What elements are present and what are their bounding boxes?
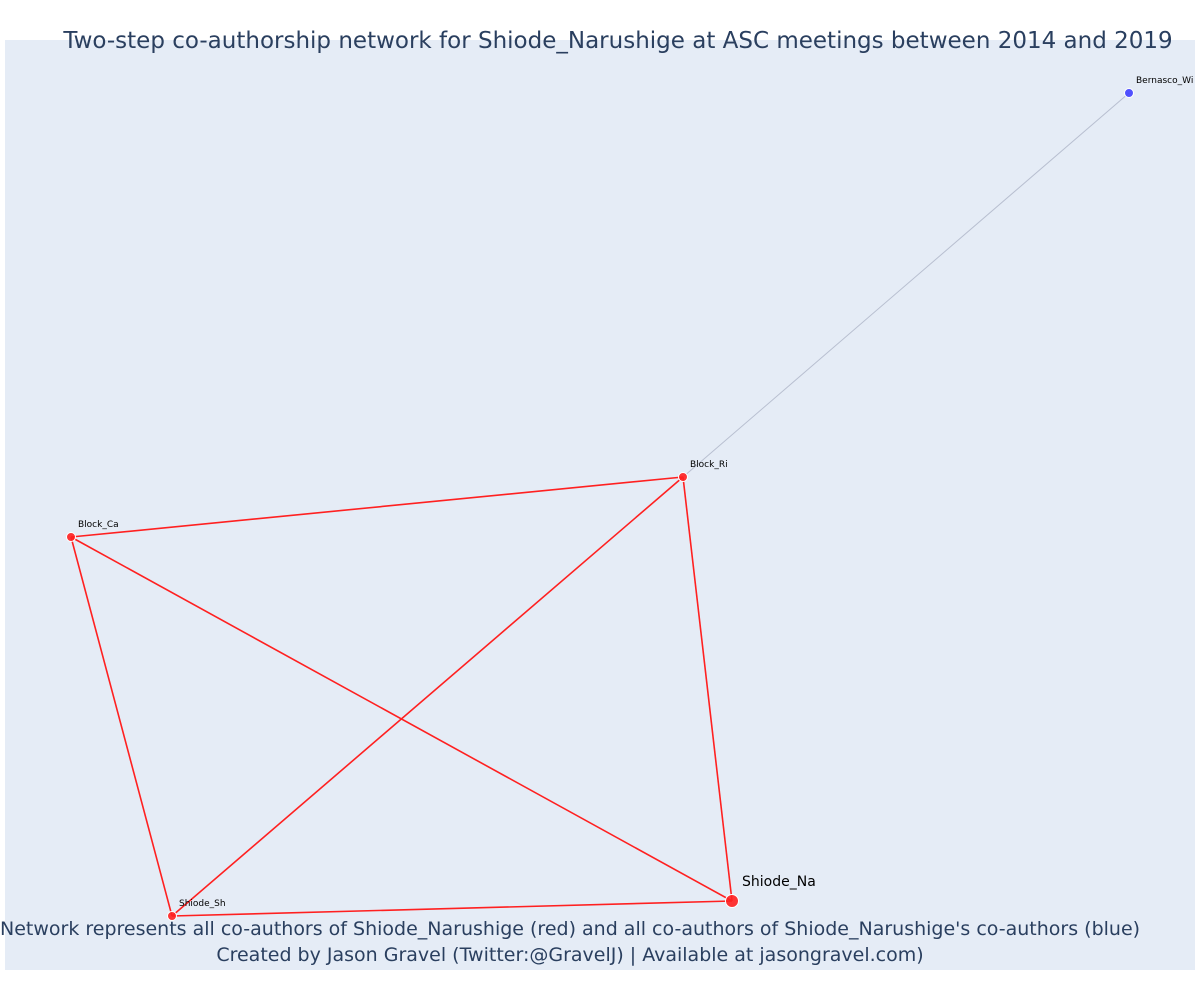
edge-Shiode_Sh-Block_Ri (171, 476, 684, 917)
edge-Block_Ri-Bernasco_Wi (682, 92, 1130, 478)
caption-line-1: Network represents all co-authors of Shi… (0, 918, 1141, 940)
node-Bernasco_Wi[interactable] (1124, 88, 1134, 98)
node-Shiode_Sh[interactable] (167, 911, 177, 921)
node-label-Block_Ri: Block_Ri (690, 460, 728, 470)
node-Block_Ri[interactable] (678, 472, 688, 482)
chart-title: Two-step co-authorship network for Shiod… (63, 28, 1173, 54)
labels-layer: Bernasco_Wi Block_Ri Block_Ca Shiode_Na Shio… (78, 76, 1193, 909)
caption-line-2: Created by Jason Gravel (Twitter:@Gravel… (216, 944, 924, 966)
node-Shiode_Na[interactable] (725, 894, 739, 908)
edge-Block_Ca-Shiode_Sh (70, 536, 173, 917)
node-label-Block_Ca: Block_Ca (78, 520, 119, 530)
node-label-Bernasco_Wi: Bernasco_Wi (1136, 76, 1193, 86)
node-label-Shiode_Sh: Shiode_Sh (179, 899, 226, 909)
edge-Block_Ca-Block_Ri (70, 476, 684, 538)
plot-background (5, 40, 1195, 970)
edge-Block_Ri-Shiode_Na (682, 476, 733, 902)
node-label-Shiode_Na: Shiode_Na (742, 874, 816, 890)
edges-layer (70, 92, 1130, 917)
edge-Shiode_Sh-Shiode_Na (171, 900, 733, 917)
node-Block_Ca[interactable] (66, 532, 76, 542)
nodes-layer (66, 88, 1134, 921)
